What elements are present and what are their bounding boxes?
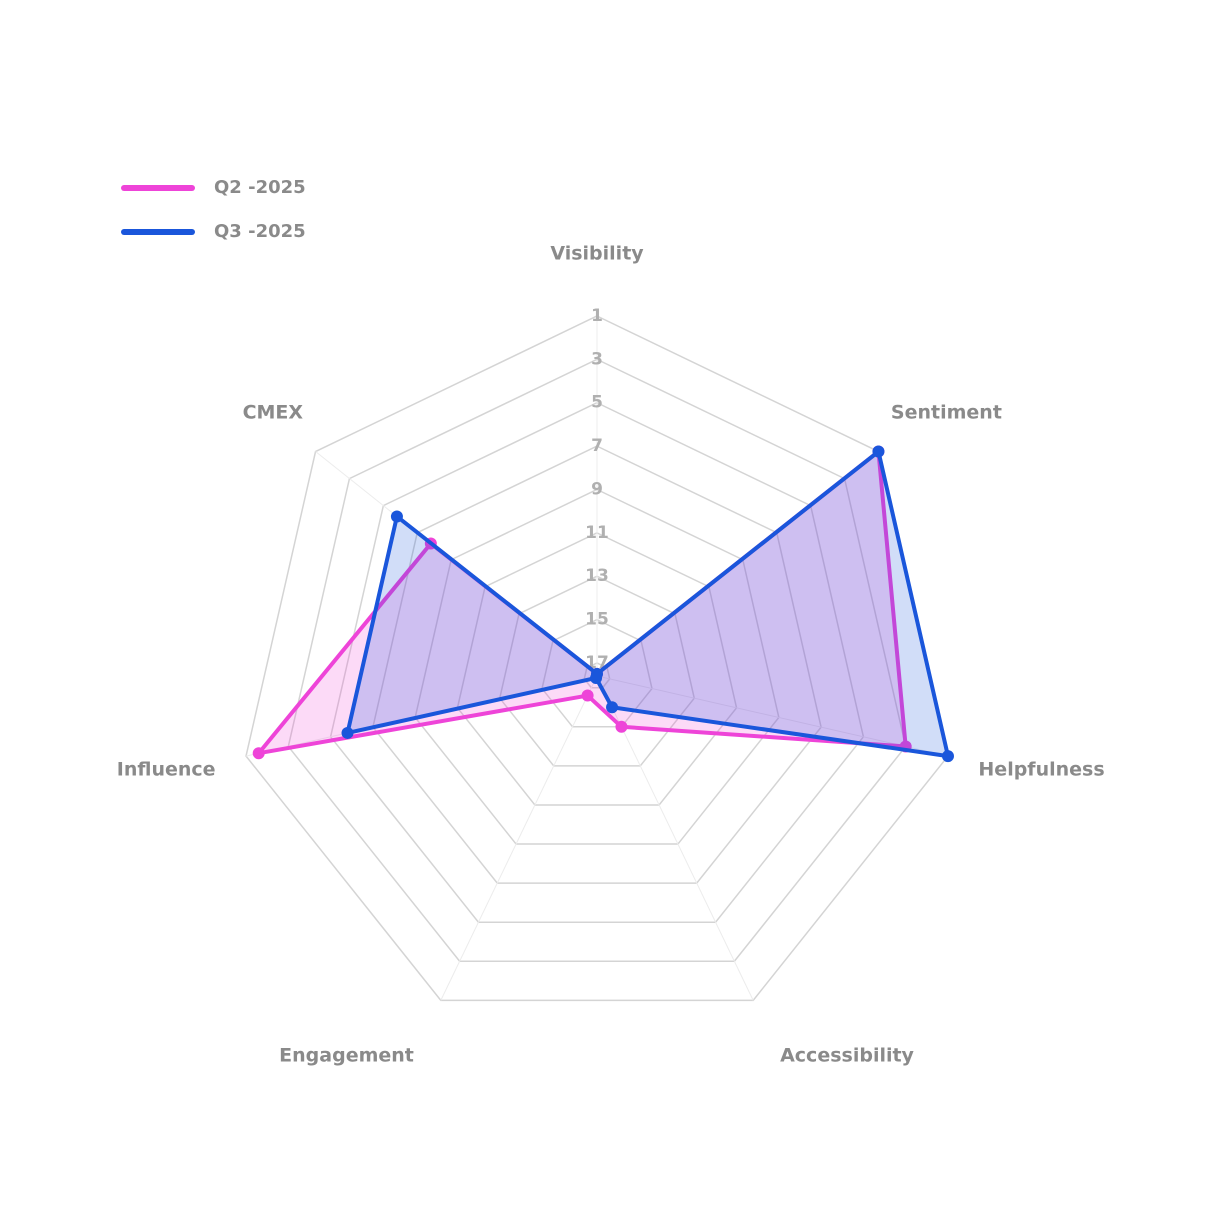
r-tick-label: 15 — [585, 610, 609, 630]
data-point — [252, 747, 265, 760]
category-label: Influence — [117, 758, 216, 780]
category-label: Accessibility — [780, 1045, 914, 1067]
data-point — [341, 726, 354, 739]
data-point — [581, 689, 594, 702]
grid-ring — [498, 575, 696, 767]
data-point — [872, 445, 885, 458]
grid-ring — [287, 358, 907, 963]
category-label: Visibility — [550, 243, 644, 265]
r-tick-label: 13 — [585, 566, 609, 586]
spoke — [440, 675, 598, 1001]
r-tick-label: 1 — [591, 306, 603, 326]
series-area — [345, 449, 950, 759]
r-tick-label: 9 — [591, 479, 603, 499]
category-label: Engagement — [279, 1045, 414, 1067]
category-label: Helpfulness — [978, 758, 1104, 780]
legend-label: Q3 -2025 — [214, 221, 306, 242]
data-point — [390, 510, 403, 523]
data-point — [606, 701, 619, 714]
r-tick-label: 11 — [585, 523, 609, 543]
r-tick-label: 7 — [591, 436, 603, 456]
grid-ring — [456, 532, 738, 806]
grid-ring — [583, 662, 611, 689]
data-point — [941, 750, 954, 763]
grid-ring — [541, 618, 653, 728]
data-point — [590, 671, 603, 684]
grid-ring — [372, 445, 822, 884]
spoke — [596, 675, 949, 757]
series-area — [256, 449, 908, 756]
r-tick-label: 3 — [591, 349, 603, 369]
grid-ring — [329, 401, 865, 923]
category-label: Sentiment — [891, 401, 1002, 423]
r-tick-label: 5 — [591, 393, 603, 413]
data-point — [615, 720, 628, 733]
legend-label: Q2 -2025 — [214, 177, 306, 198]
grid-ring — [414, 488, 780, 845]
category-label: CMEX — [243, 401, 304, 423]
